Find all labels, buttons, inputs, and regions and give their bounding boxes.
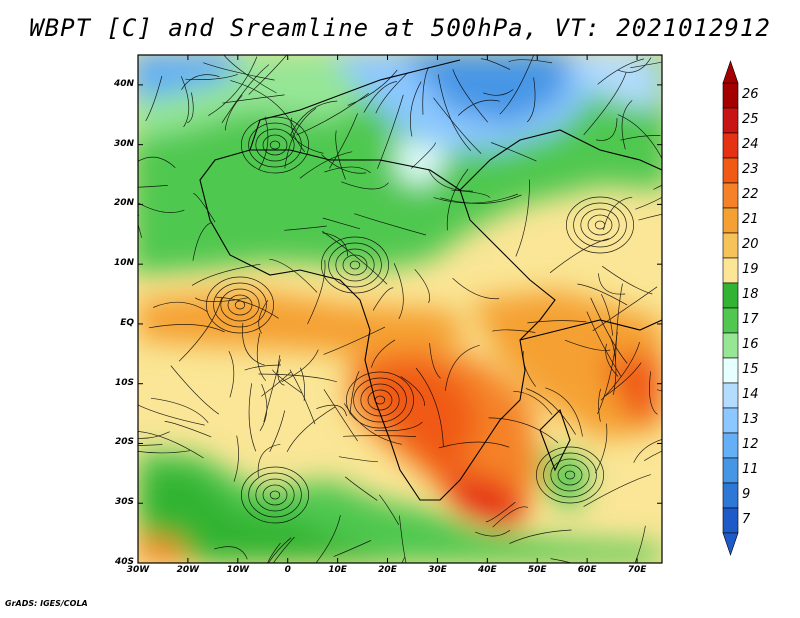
lat-tick-label: 30N bbox=[113, 138, 134, 149]
colorbar-bottom-arrow bbox=[722, 532, 739, 556]
colorbar-label: 13 bbox=[742, 411, 759, 427]
colorbar-swatch bbox=[722, 282, 739, 309]
lat-tick-label: 10S bbox=[114, 377, 134, 388]
colorbar-swatch bbox=[722, 232, 739, 259]
colorbar-swatch bbox=[722, 432, 739, 459]
lat-tick-label: 30S bbox=[114, 497, 134, 508]
lat-tick-label: 40N bbox=[113, 78, 134, 89]
colorbar-label: 26 bbox=[742, 86, 759, 102]
colorbar-swatch bbox=[722, 382, 739, 409]
colorbar-swatch bbox=[722, 157, 739, 184]
grads-credit: GrADS: IGES/COLA bbox=[5, 599, 88, 608]
colorbar-label: 7 bbox=[742, 511, 751, 527]
lon-tick-label: 20E bbox=[378, 565, 397, 575]
lon-tick-label: 10W bbox=[226, 565, 250, 575]
colorbar-swatch bbox=[722, 257, 739, 284]
lon-tick-label: 30W bbox=[126, 565, 150, 575]
colorbar-label: 19 bbox=[742, 261, 759, 277]
colorbar-label: 20 bbox=[742, 236, 759, 252]
lat-tick-label: EQ bbox=[120, 317, 134, 328]
lat-tick-label: 20N bbox=[113, 198, 134, 209]
lat-tick-label: 20S bbox=[114, 437, 134, 448]
colorbar-swatch bbox=[722, 307, 739, 334]
lon-tick-label: 20W bbox=[176, 565, 200, 575]
lat-tick-label: 40S bbox=[114, 557, 134, 567]
lon-tick-label: 40E bbox=[477, 565, 497, 575]
lon-tick-label: 30E bbox=[428, 565, 447, 575]
lon-tick-label: 70E bbox=[627, 565, 647, 575]
colorbar-swatch bbox=[722, 82, 739, 109]
colorbar-top-arrow bbox=[722, 60, 739, 84]
colorbar-swatch bbox=[722, 207, 739, 234]
colorbar-swatch bbox=[722, 457, 739, 484]
colorbar-label: 17 bbox=[742, 311, 759, 327]
colorbar-label: 23 bbox=[742, 161, 759, 177]
colorbar-label: 15 bbox=[742, 361, 759, 377]
lon-tick-label: 60E bbox=[577, 565, 597, 575]
colorbar-label: 16 bbox=[742, 336, 759, 352]
colorbar-label: 14 bbox=[742, 386, 759, 402]
colorbar-label: 24 bbox=[742, 136, 759, 152]
colorbar-label: 11 bbox=[742, 461, 759, 477]
colorbar-swatch bbox=[722, 182, 739, 209]
colorbar-swatch bbox=[722, 132, 739, 159]
colorbar bbox=[722, 60, 739, 556]
colorbar-swatch bbox=[722, 507, 739, 534]
map-title: WBPT [C] and Sreamline at 500hPa, VT: 20… bbox=[29, 14, 771, 42]
colorbar-swatch bbox=[722, 357, 739, 384]
lon-tick-label: 0 bbox=[284, 565, 291, 575]
lon-tick-label: 50E bbox=[527, 565, 547, 575]
lat-tick-label: 10N bbox=[113, 258, 134, 269]
colorbar-label: 21 bbox=[742, 211, 759, 227]
colorbar-swatch bbox=[722, 407, 739, 434]
colorbar-label: 18 bbox=[742, 286, 759, 302]
colorbar-label: 22 bbox=[742, 186, 759, 202]
lon-tick-label: 10E bbox=[328, 565, 347, 575]
colorbar-label: 12 bbox=[742, 436, 759, 452]
wbpt-field bbox=[138, 55, 662, 563]
colorbar-label: 9 bbox=[742, 486, 751, 502]
colorbar-swatch bbox=[722, 482, 739, 509]
colorbar-swatch bbox=[722, 332, 739, 359]
colorbar-swatch bbox=[722, 107, 739, 134]
colorbar-label: 25 bbox=[742, 111, 759, 127]
